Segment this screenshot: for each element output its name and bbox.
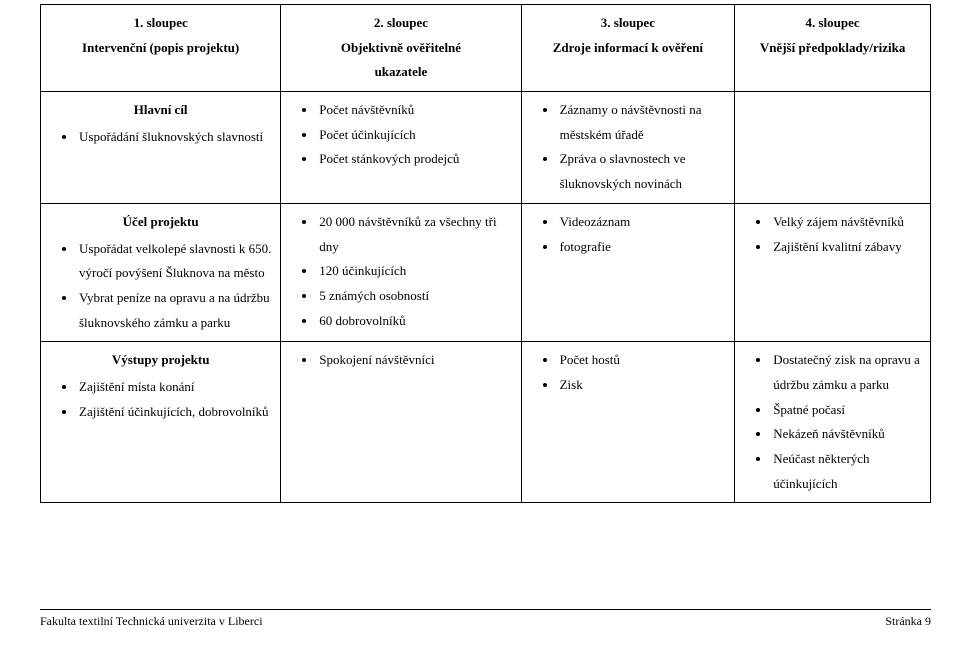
row-title: Hlavní cíl xyxy=(49,98,272,123)
list-item: Počet hostů xyxy=(558,348,727,373)
footer-right: Stránka 9 xyxy=(885,614,931,629)
r3c1: Výstupy projektu Zajištění místa konání … xyxy=(41,342,281,503)
bullet-list: Dostatečný zisk na opravu a údržbu zámku… xyxy=(743,348,922,496)
page-footer: Fakulta textilní Technická univerzita v … xyxy=(40,609,931,629)
list-item: Vybrat peníze na opravu a na údržbu šluk… xyxy=(77,286,272,335)
bullet-list: Zajištění místa konání Zajištění účinkuj… xyxy=(49,375,272,424)
hdr-c1-l2: Intervenční (popis projektu) xyxy=(49,36,272,61)
list-item: Zpráva o slavnostech ve šluknovských nov… xyxy=(558,147,727,196)
list-item: Záznamy o návštěvnosti na městském úřadě xyxy=(558,98,727,147)
table-row: Výstupy projektu Zajištění místa konání … xyxy=(41,342,931,503)
list-item: Velký zájem návštěvníků xyxy=(771,210,922,235)
list-item: 20 000 návštěvníků za všechny tři dny xyxy=(317,210,512,259)
r3c3: Počet hostů Zisk xyxy=(521,342,735,503)
hdr-c2-l2: Objektivně ověřitelné xyxy=(289,36,512,61)
table-header-row: 1. sloupec Intervenční (popis projektu) … xyxy=(41,5,931,92)
list-item: Počet účinkujících xyxy=(317,123,512,148)
bullet-list: Záznamy o návštěvnosti na městském úřadě… xyxy=(530,98,727,197)
table-row: Účel projektu Uspořádat velkolepé slavno… xyxy=(41,203,931,341)
header-col1: 1. sloupec Intervenční (popis projektu) xyxy=(41,5,281,92)
logframe-table: 1. sloupec Intervenční (popis projektu) … xyxy=(40,4,931,503)
row-title: Účel projektu xyxy=(49,210,272,235)
r3c4: Dostatečný zisk na opravu a údržbu zámku… xyxy=(735,342,931,503)
bullet-list: Videozáznam fotografie xyxy=(530,210,727,259)
list-item: Zisk xyxy=(558,373,727,398)
bullet-list: Počet hostů Zisk xyxy=(530,348,727,397)
bullet-list: Velký zájem návštěvníků Zajištění kvalit… xyxy=(743,210,922,259)
bullet-list: Spokojení návštěvníci xyxy=(289,348,512,373)
header-col2: 2. sloupec Objektivně ověřitelné ukazate… xyxy=(281,5,521,92)
list-item: Dostatečný zisk na opravu a údržbu zámku… xyxy=(771,348,922,397)
footer-left: Fakulta textilní Technická univerzita v … xyxy=(40,614,263,629)
hdr-c2-l1: 2. sloupec xyxy=(289,11,512,36)
r2c1: Účel projektu Uspořádat velkolepé slavno… xyxy=(41,203,281,341)
hdr-c3-l2: Zdroje informací k ověření xyxy=(530,36,727,61)
bullet-list: Uspořádání šluknovských slavností xyxy=(49,125,272,150)
list-item: Nekázeň návštěvníků xyxy=(771,422,922,447)
r2c2: 20 000 návštěvníků za všechny tři dny 12… xyxy=(281,203,521,341)
list-item: Počet stánkových prodejců xyxy=(317,147,512,172)
header-col3: 3. sloupec Zdroje informací k ověření xyxy=(521,5,735,92)
bullet-list: 20 000 návštěvníků za všechny tři dny 12… xyxy=(289,210,512,333)
list-item: fotografie xyxy=(558,235,727,260)
page: 1. sloupec Intervenční (popis projektu) … xyxy=(0,0,959,647)
hdr-c1-l1: 1. sloupec xyxy=(49,11,272,36)
hdr-c4-l1: 4. sloupec xyxy=(743,11,922,36)
r2c4: Velký zájem návštěvníků Zajištění kvalit… xyxy=(735,203,931,341)
list-item: 60 dobrovolníků xyxy=(317,309,512,334)
bullet-list: Uspořádat velkolepé slavnosti k 650. výr… xyxy=(49,237,272,336)
list-item: Zajištění místa konání xyxy=(77,375,272,400)
r1c4 xyxy=(735,92,931,204)
r2c3: Videozáznam fotografie xyxy=(521,203,735,341)
list-item: Špatné počasí xyxy=(771,398,922,423)
list-item: Videozáznam xyxy=(558,210,727,235)
table-row: Hlavní cíl Uspořádání šluknovských slavn… xyxy=(41,92,931,204)
r3c2: Spokojení návštěvníci xyxy=(281,342,521,503)
r1c1: Hlavní cíl Uspořádání šluknovských slavn… xyxy=(41,92,281,204)
list-item: Zajištění kvalitní zábavy xyxy=(771,235,922,260)
list-item: 5 známých osobností xyxy=(317,284,512,309)
hdr-c2-l3: ukazatele xyxy=(289,60,512,85)
list-item: Neúčast některých účinkujících xyxy=(771,447,922,496)
r1c2: Počet návštěvníků Počet účinkujících Poč… xyxy=(281,92,521,204)
bullet-list: Počet návštěvníků Počet účinkujících Poč… xyxy=(289,98,512,172)
list-item: Spokojení návštěvníci xyxy=(317,348,512,373)
list-item: Uspořádání šluknovských slavností xyxy=(77,125,272,150)
row-title: Výstupy projektu xyxy=(49,348,272,373)
list-item: Zajištění účinkujících, dobrovolníků xyxy=(77,400,272,425)
list-item: Uspořádat velkolepé slavnosti k 650. výr… xyxy=(77,237,272,286)
list-item: Počet návštěvníků xyxy=(317,98,512,123)
list-item: 120 účinkujících xyxy=(317,259,512,284)
r1c3: Záznamy o návštěvnosti na městském úřadě… xyxy=(521,92,735,204)
hdr-c3-l1: 3. sloupec xyxy=(530,11,727,36)
header-col4: 4. sloupec Vnější předpoklady/rizika xyxy=(735,5,931,92)
hdr-c4-l2: Vnější předpoklady/rizika xyxy=(743,36,922,61)
